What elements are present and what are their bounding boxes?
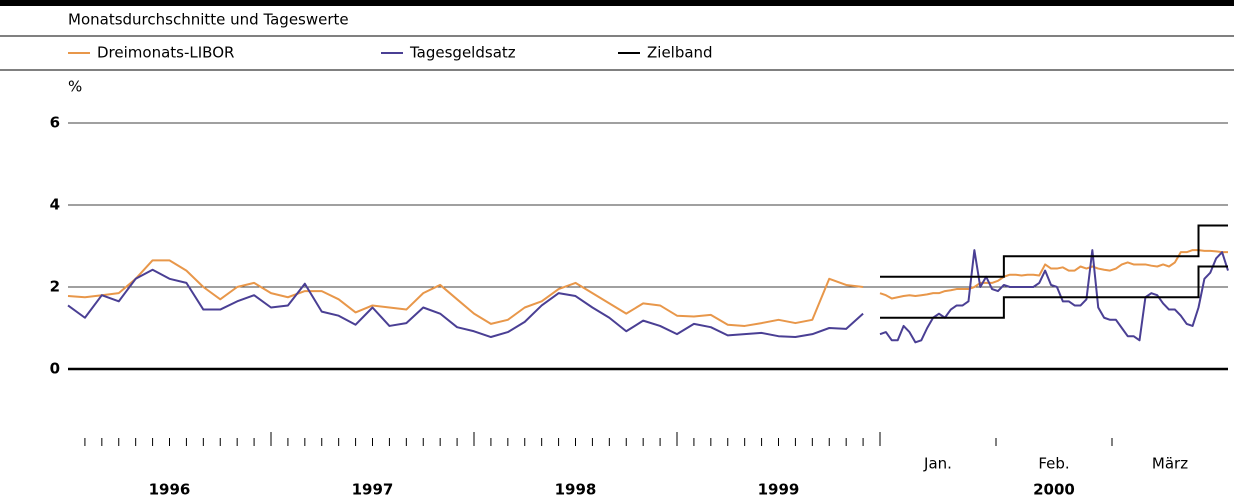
month-label: Jan. [923,455,952,473]
line [67,259,864,327]
target-band [880,265,1228,319]
top-bar [0,0,1234,6]
legend-label: Tagesgeldsatz [409,44,516,62]
year-label: 2000 [1033,481,1075,499]
target-band [880,224,1228,278]
y-tick-label: 2 [50,278,60,296]
y-axis-label: % [68,78,82,96]
year-label: 1999 [758,481,800,499]
y-tick-label: 4 [50,196,60,214]
legend-label: Dreimonats-LIBOR [97,44,234,62]
line [67,268,864,339]
month-label: Feb. [1038,455,1069,473]
y-tick-label: 0 [50,360,60,378]
legend-label: Zielband [647,44,713,62]
year-label: 1998 [555,481,597,499]
line [879,249,1229,344]
year-label: 1996 [149,481,191,499]
chart-title: Monatsdurchschnitte und Tageswerte [68,11,349,29]
month-label: März [1152,455,1188,473]
line [879,249,1228,300]
y-tick-label: 6 [50,114,60,132]
year-label: 1997 [352,481,394,499]
